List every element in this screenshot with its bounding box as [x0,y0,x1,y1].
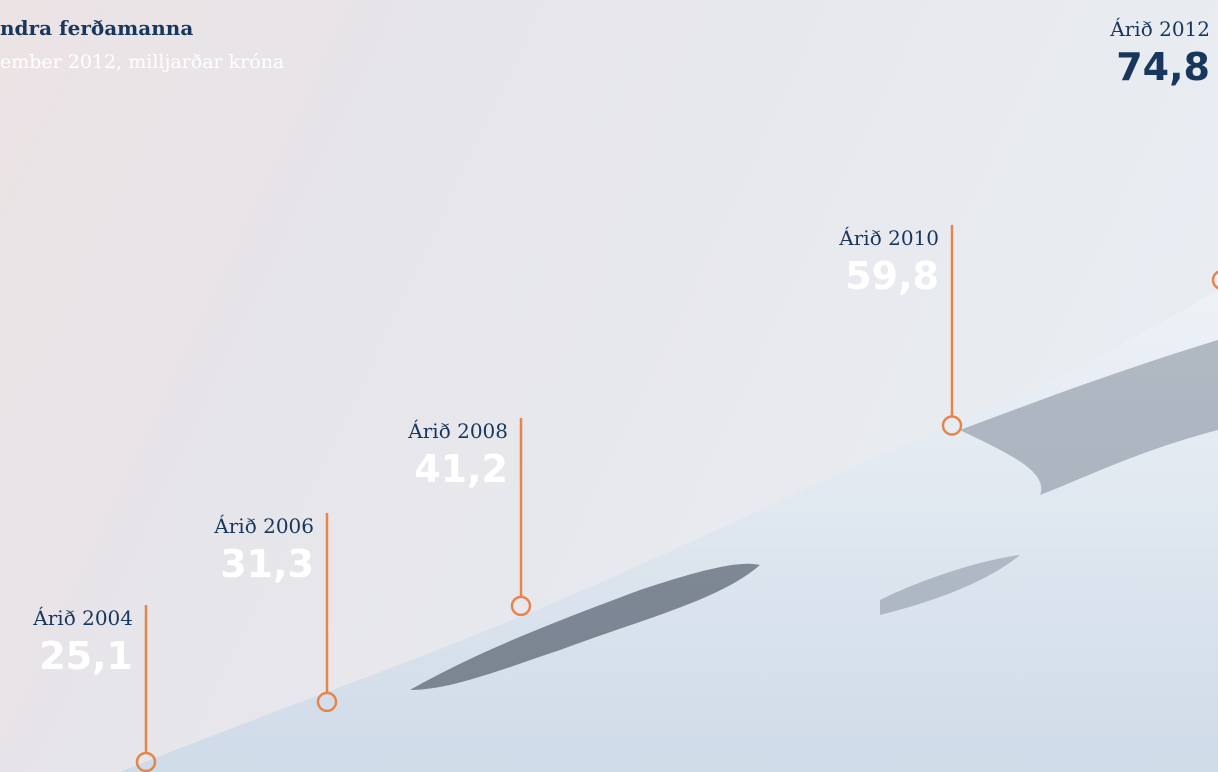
year-label: Árið 2006 [213,514,314,538]
rock [880,555,1020,615]
marker [941,415,963,436]
year-label: Árið 2012 [1109,17,1210,41]
marker [316,691,338,713]
marker [135,751,157,772]
value-label: 59,8 [845,254,939,298]
year-label: Árið 2004 [32,606,133,630]
value-label: 41,2 [414,447,508,491]
subtitle: ember 2012, milljarðar króna [0,51,284,73]
rock [960,340,1218,495]
marker [510,595,532,617]
value-label: 31,3 [220,542,314,586]
marker [1211,270,1218,290]
value-label: 25,1 [39,634,133,678]
value-label: 74,8 [1116,45,1210,89]
mountain [120,290,1218,772]
year-label: Árið 2010 [838,226,939,250]
year-label: Árið 2008 [407,419,508,443]
rock [410,563,760,690]
title: ndra ferðamanna [0,16,193,40]
